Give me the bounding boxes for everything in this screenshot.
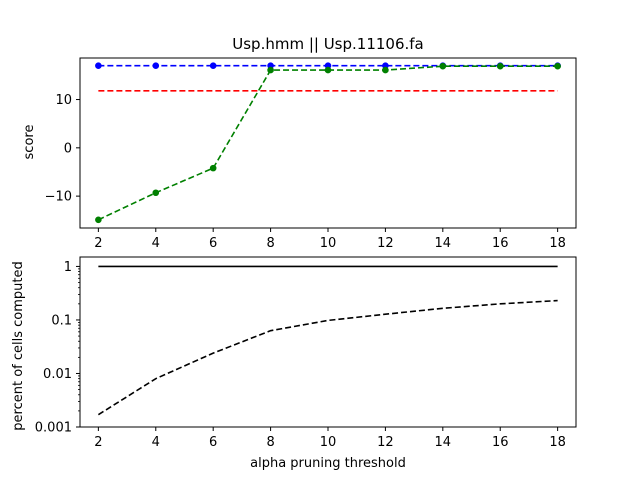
top-x-tick-label: 18: [549, 236, 566, 251]
top-series-2-point: [209, 164, 217, 172]
top-series-2-line: [98, 65, 558, 221]
bottom-y-tick-label: 1: [64, 260, 72, 275]
top-x-tick-label: 4: [152, 236, 160, 251]
top-x-tick-label: 12: [377, 236, 394, 251]
top-y-tick-label: 10: [55, 93, 72, 108]
top-series-0-point: [209, 62, 217, 70]
bottom-x-tick-label: 12: [377, 435, 394, 450]
bottom-chart-y-axis-label: percent of cells computed: [11, 261, 26, 430]
top-x-tick-label: 8: [266, 236, 274, 251]
top-series-2-point: [267, 66, 274, 74]
bottom-x-tick-label: 4: [152, 435, 160, 450]
top-series-2-point: [324, 66, 332, 74]
top-chart-title: Usp.hmm || Usp.11106.fa: [232, 35, 424, 53]
bottom-x-tick-label: 18: [549, 435, 566, 450]
bottom-chart: 2 4 6 8 10 12 14 16 18 0.001 0.01 0.1 1: [35, 256, 577, 450]
top-x-tick-label: 16: [492, 236, 509, 251]
top-x-tick-label: 10: [320, 236, 337, 251]
bottom-x-tick-label: 10: [320, 435, 337, 450]
bottom-x-tick-label: 14: [435, 435, 452, 450]
top-chart-y-axis-label: score: [22, 125, 37, 160]
bottom-chart-x-axis-label: alpha pruning threshold: [250, 456, 406, 471]
top-series-0-point: [152, 62, 160, 70]
top-series-2-point: [439, 62, 447, 70]
top-series-2-point: [554, 62, 561, 70]
top-y-tick-label: −10: [45, 190, 72, 205]
bottom-y-tick-label: 0.01: [43, 367, 72, 382]
bottom-x-tick-label: 8: [266, 435, 274, 450]
bottom-x-tick-label: 6: [209, 435, 217, 450]
top-series-2-point: [496, 62, 504, 70]
top-series-2-point: [152, 189, 160, 197]
top-chart: 2 4 6 8 10 12 14 16 18 −10 0 10: [45, 57, 577, 251]
top-y-tick-label: 0: [64, 141, 72, 156]
bottom-x-tick-label: 16: [492, 435, 509, 450]
top-series-2-point: [382, 66, 389, 74]
top-series-2-point: [95, 216, 102, 224]
top-x-tick-label: 6: [209, 236, 217, 251]
top-x-tick-label: 2: [94, 236, 102, 251]
bottom-y-tick-label: 0.1: [51, 313, 72, 328]
top-x-tick-label: 14: [435, 236, 452, 251]
top-series-0-point: [95, 62, 102, 70]
bottom-x-tick-label: 2: [94, 435, 102, 450]
bottom-y-tick-label: 0.001: [35, 421, 72, 436]
